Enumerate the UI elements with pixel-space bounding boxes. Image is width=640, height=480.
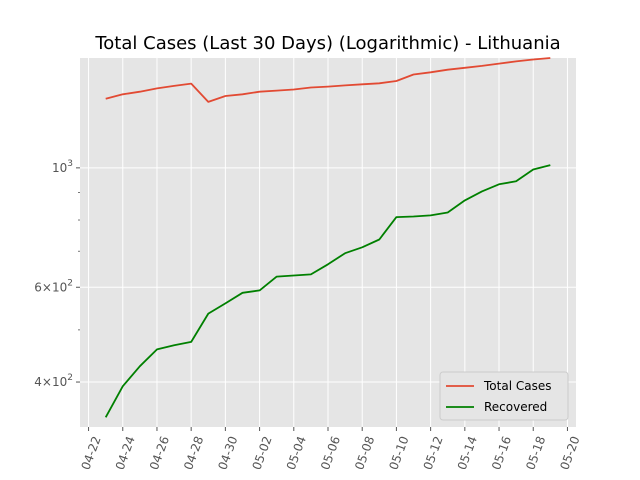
y-tick-label: 6×102 [34,278,73,294]
legend: Total Cases Recovered [439,371,569,421]
legend-label-recovered: Recovered [484,400,547,414]
series-lines [104,57,551,418]
y-tick-label: 103 [52,159,73,175]
chart-title: Total Cases (Last 30 Days) (Logarithmic)… [94,33,560,54]
series-line-recovered [104,164,551,418]
series-line-total-cases [105,57,551,103]
y-tick-label: 4×102 [34,373,73,389]
legend-label-total-cases: Total Cases [483,379,551,393]
legend-box [439,371,569,421]
